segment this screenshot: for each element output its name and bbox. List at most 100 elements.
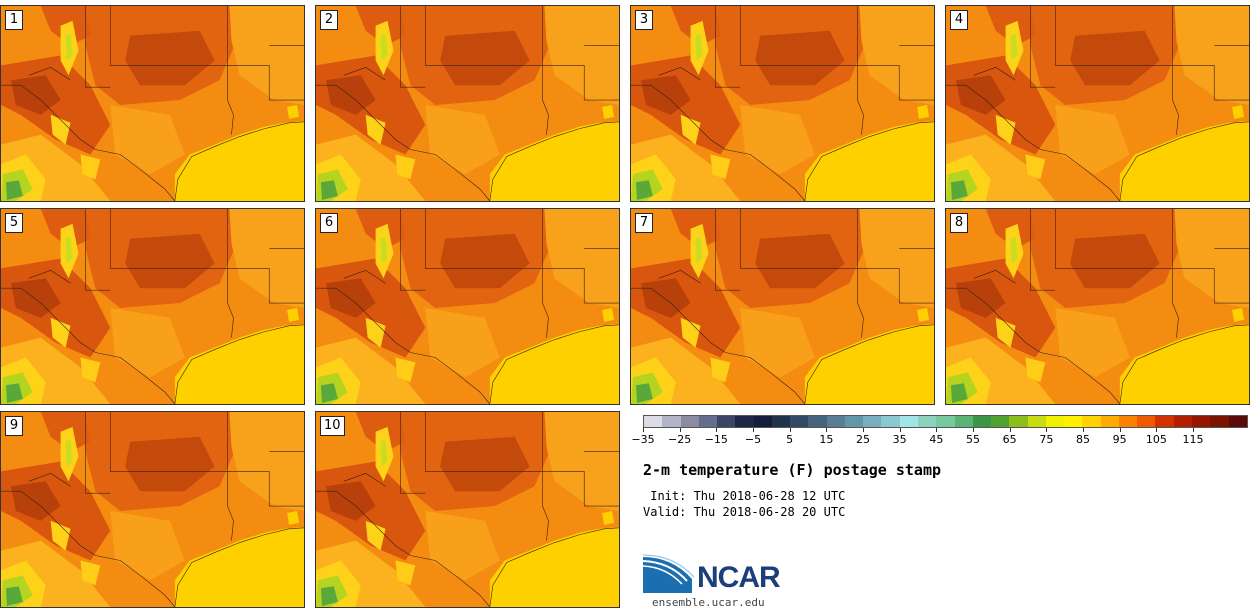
temperature-map-6 [316,209,619,404]
colorbar-tick-label: 95 [1112,433,1127,446]
postage-stamp-panel-9: 9 [0,411,305,608]
colorbar-tick-label: 5 [786,433,794,446]
colorbar-tick-label: 25 [856,433,870,446]
colorbar-swatch [954,416,973,427]
colorbar-tick-label: −35 [631,433,655,446]
postage-stamp-panel-8: 8 [945,208,1250,405]
colorbar-tick [753,428,754,432]
colorbar-tick [899,428,901,432]
temperature-map-8 [946,209,1249,404]
colorbar-tick [716,428,718,432]
colorbar-swatch [735,416,754,427]
temperature-map-1 [1,6,304,201]
colorbar-swatch [662,416,681,427]
colorbar-swatch [698,416,718,427]
colorbar-swatch [1191,416,1211,427]
colorbar-swatch [753,416,772,427]
colorbar-tick-label: 85 [1076,433,1090,446]
temperature-map-7 [631,209,934,404]
colorbar-tick [826,428,828,432]
colorbar-swatch [1210,416,1229,427]
colorbar-swatch [1100,416,1119,427]
temperature-map-5 [1,209,304,404]
plot-title: 2-m temperature (F) postage stamp [643,461,942,479]
colorbar-swatch [1064,416,1083,427]
colorbar-swatch [972,416,992,427]
colorbar-swatch [771,416,791,427]
postage-stamp-panel-2: 2 [315,5,620,202]
colorbar-tick-label: 115 [1182,433,1204,446]
panel-label-10: 10 [320,416,345,436]
colorbar-tick [1193,428,1194,432]
init-time: Init: Thu 2018-06-28 12 UTC [643,489,846,503]
colorbar-swatch [1155,416,1174,427]
colorbar-ticks: −35 −25 −15 −5 5 15 25 35 45 55 65 75 85 95 105 115 [631,428,1248,448]
colorbar-swatch [1045,416,1065,427]
logo-text: NCAR [697,561,781,594]
colorbar-tick-label: 45 [929,433,944,446]
colorbar-swatch [808,416,827,427]
panel-label-7: 7 [635,213,653,233]
panel-label-6: 6 [320,213,338,233]
postage-stamp-panel-3: 3 [630,5,935,202]
colorbar-swatch [1009,416,1028,427]
colorbar-swatch [1027,416,1046,427]
colorbar-tick [1046,428,1048,432]
panel-label-9: 9 [5,416,23,436]
colorbar-swatch [1082,416,1101,427]
colorbar-swatch [826,416,845,427]
postage-stamp-panel-5: 5 [0,208,305,405]
colorbar-swatch [790,416,809,427]
colorbar-tick [1119,428,1121,432]
colorbar-swatch [1137,416,1156,427]
colorbar-swatch [717,416,736,427]
panel-label-1: 1 [5,10,23,30]
colorbar-tick [1009,428,1011,432]
colorbar-swatch [899,416,918,427]
colorbar-swatch [881,416,900,427]
panel-label-8: 8 [950,213,968,233]
colorbar-tick-label: −25 [668,433,692,446]
panel-label-4: 4 [950,10,968,30]
colorbar-tick-label: 75 [1039,433,1054,446]
panel-label-5: 5 [5,213,23,233]
colorbar-swatch [991,416,1010,427]
postage-stamp-panel-7: 7 [630,208,935,405]
colorbar-tick-label: 35 [892,433,907,446]
valid-time: Valid: Thu 2018-06-28 20 UTC [643,505,846,519]
temperature-map-10 [316,412,619,607]
colorbar-tick-label: −15 [704,433,728,446]
colorbar-swatch [644,416,663,427]
colorbar-swatch [1228,416,1247,427]
colorbar-tick [643,428,644,432]
colorbar-tick [679,428,681,432]
colorbar-tick [789,428,791,432]
colorbar-tick [863,428,864,432]
postage-stamp-panel-6: 6 [315,208,620,405]
temperature-map-4 [946,6,1249,201]
colorbar-swatch [917,416,937,427]
colorbar-tick-label: 55 [966,433,980,446]
colorbar-swatch [936,416,955,427]
colorbar-tick-label: 15 [819,433,834,446]
colorbar-tick [1083,428,1084,432]
postage-stamp-panel-10: 10 [315,411,620,608]
temperature-map-9 [1,412,304,607]
colorbar-swatch [863,416,882,427]
panel-label-2: 2 [320,10,338,30]
panel-label-3: 3 [635,10,653,30]
colorbar-tick [936,428,938,432]
colorbar-swatch [680,416,699,427]
colorbar-tick [1156,428,1158,432]
temperature-colorbar [643,415,1248,428]
colorbar-tick [973,428,974,432]
colorbar-tick-label: 105 [1145,433,1167,446]
colorbar-tick-label: −5 [744,433,762,446]
logo-url: ensemble.ucar.edu [652,596,765,609]
temperature-map-2 [316,6,619,201]
colorbar-swatch [1173,416,1192,427]
colorbar-swatch [1118,416,1138,427]
temperature-map-3 [631,6,934,201]
postage-stamp-panel-4: 4 [945,5,1250,202]
postage-stamp-panel-1: 1 [0,5,305,202]
